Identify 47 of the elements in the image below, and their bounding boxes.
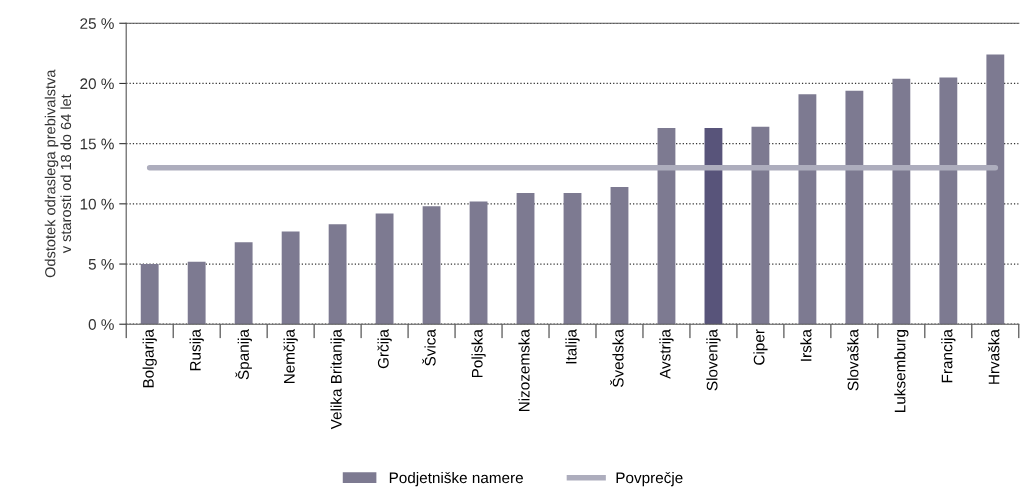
- bar: [328, 224, 347, 325]
- bar: [469, 201, 488, 325]
- y-tick-label: 15 %: [80, 138, 114, 150]
- x-tick-label: Grčija: [377, 329, 392, 369]
- x-tick-label: Velika Britanija: [330, 329, 345, 430]
- x-tick-label: Slovenija: [706, 329, 721, 391]
- x-tick-label: Španija: [235, 329, 252, 380]
- legend-label: Podjetniške namere: [389, 471, 523, 487]
- bar: [751, 126, 770, 325]
- bar: [140, 264, 159, 325]
- x-tick-label: Avstrija: [659, 329, 674, 379]
- x-tick-label: Luksemburg: [894, 330, 909, 412]
- x-tick-label: Švedska: [610, 329, 624, 387]
- legend-label: Povprečje: [616, 471, 683, 487]
- x-tick-label: Nemčija: [283, 329, 298, 384]
- bar: [986, 54, 1005, 325]
- y-tick-label: 25 %: [80, 18, 114, 29]
- y-tick-label: 5 %: [88, 258, 114, 270]
- bar: [281, 231, 300, 325]
- x-tick-label: Švica: [422, 329, 436, 366]
- bar: [845, 90, 864, 325]
- y-tick-label: 0 %: [88, 319, 114, 330]
- y-tick-label: 10 %: [80, 198, 114, 210]
- bar: [375, 213, 394, 325]
- y-axis-title: Odstotek odraslega prebivalstva v starosti od 18 do 64 let: [44, 69, 72, 278]
- x-tick-label: Irska: [800, 329, 812, 361]
- bar: [610, 186, 629, 325]
- bar: [563, 193, 582, 325]
- x-tick-label: Italija: [565, 329, 580, 364]
- bar: [187, 261, 206, 325]
- bar: [704, 128, 723, 325]
- bar: [422, 206, 441, 325]
- x-tick-label: Francija: [941, 329, 956, 383]
- x-tick-label: Slovaška: [847, 329, 859, 391]
- bar: [798, 94, 817, 325]
- bar: [657, 128, 676, 325]
- bar: [516, 193, 535, 325]
- x-tick-label: Bolgarija: [142, 329, 157, 388]
- y-tick-label: 20 %: [80, 78, 114, 90]
- x-tick-label: Hrvaška: [988, 329, 1000, 384]
- bar: [939, 77, 958, 325]
- x-tick-label: Rusija: [189, 329, 204, 371]
- x-tick-label: Poljska: [471, 329, 486, 378]
- x-tick-label: Ciper: [753, 329, 768, 365]
- x-tick-label: Nizozemska: [518, 329, 530, 412]
- bar: [234, 242, 253, 325]
- bar: [892, 78, 911, 325]
